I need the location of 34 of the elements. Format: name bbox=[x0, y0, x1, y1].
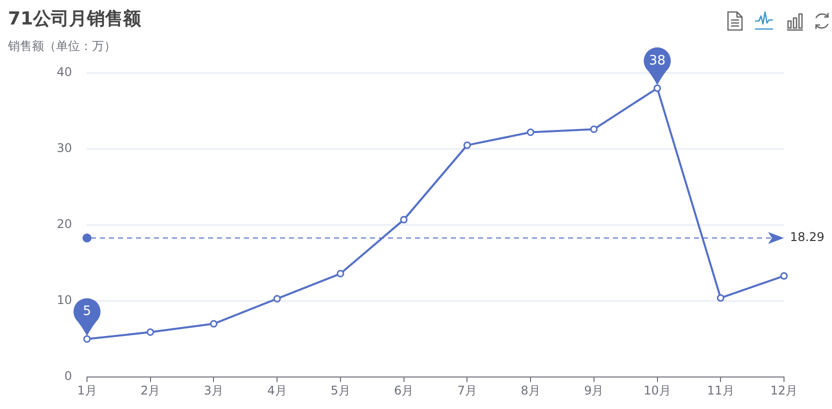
y-tick-label: 10 bbox=[56, 293, 72, 308]
point bbox=[716, 294, 724, 302]
y-axis-title: 销售额（单位：万） bbox=[7, 39, 116, 54]
x-tick-label: 6月 bbox=[394, 383, 414, 398]
y-tick-label: 40 bbox=[56, 65, 72, 80]
point bbox=[526, 128, 534, 136]
x-tick-label: 4月 bbox=[267, 383, 287, 398]
x-tick-label: 7月 bbox=[457, 383, 477, 398]
point bbox=[590, 125, 598, 133]
y-tick-label: 0 bbox=[64, 369, 72, 384]
x-tick-label: 2月 bbox=[140, 383, 160, 398]
x-tick-label: 9月 bbox=[584, 383, 604, 398]
point bbox=[400, 216, 408, 224]
point bbox=[273, 294, 281, 302]
point bbox=[210, 320, 218, 328]
point bbox=[654, 84, 662, 92]
annotation: 5 bbox=[82, 304, 92, 320]
x-tick-label: 8月 bbox=[520, 383, 540, 398]
y-tick-label: 20 bbox=[56, 217, 72, 232]
annotation: 38 bbox=[649, 53, 666, 68]
chart-title: 71公司月销售额 bbox=[8, 8, 142, 30]
x-tick-label: 1月 bbox=[77, 383, 97, 398]
point bbox=[336, 270, 344, 278]
ref-line-label: 18.29 bbox=[790, 230, 824, 244]
point bbox=[146, 328, 154, 336]
y-tick-label: 30 bbox=[56, 141, 72, 156]
x-tick-label: 11月 bbox=[706, 383, 734, 398]
x-tick-label: 3月 bbox=[204, 383, 224, 398]
x-tick-label: 10月 bbox=[644, 383, 671, 398]
x-tick-label: 12月 bbox=[770, 383, 798, 398]
point bbox=[780, 272, 788, 280]
x-tick-label: 5月 bbox=[330, 383, 350, 398]
point bbox=[83, 335, 91, 343]
point bbox=[463, 141, 471, 149]
